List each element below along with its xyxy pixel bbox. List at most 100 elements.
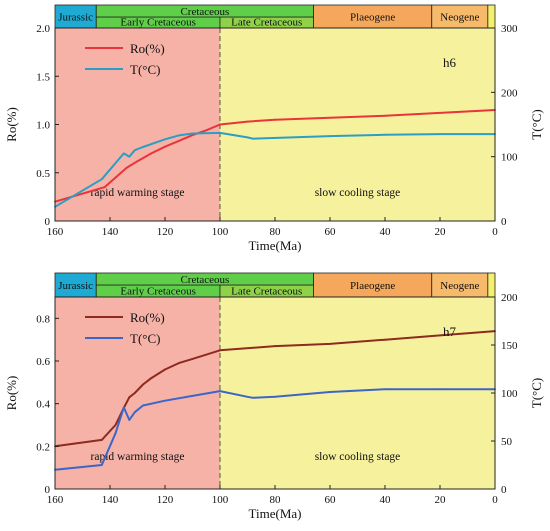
- chart-panel-h7: Jurassic Early Cretaceous Late Cretaceous P…: [4, 272, 544, 521]
- data-point: [114, 424, 117, 426]
- data-point: [274, 345, 276, 347]
- data-point: [329, 135, 331, 137]
- x-axis-label: Time(Ma): [249, 238, 302, 253]
- panel-label: h7: [443, 324, 457, 339]
- x-tick-label: 100: [212, 494, 229, 506]
- y-left-tick-label: 0.4: [36, 399, 50, 411]
- data-point: [177, 362, 180, 365]
- x-tick-label: 60: [325, 226, 337, 238]
- data-point: [384, 133, 386, 136]
- data-point: [177, 140, 180, 142]
- x-tick-label: 20: [435, 494, 447, 506]
- data-point: [384, 114, 386, 117]
- data-point: [164, 368, 166, 371]
- period-label: Late Cretaceous: [231, 286, 302, 298]
- y-left-tick-label: 0.2: [36, 441, 50, 453]
- y-right-tick-label: 200: [501, 87, 518, 99]
- data-point: [439, 388, 441, 391]
- y-left-tick-label: 1.5: [36, 71, 50, 83]
- y-right-axis-label: T(°C): [529, 109, 544, 139]
- data-point: [128, 396, 131, 399]
- data-point: [177, 134, 180, 137]
- data-point: [100, 178, 103, 181]
- data-point: [219, 131, 221, 134]
- period-box: [54, 272, 97, 298]
- data-point: [103, 186, 106, 189]
- data-point: [439, 133, 441, 136]
- data-point: [150, 377, 153, 379]
- data-point: [329, 343, 331, 345]
- data-point: [219, 123, 221, 126]
- period-label: Jurassic: [58, 12, 93, 24]
- data-point: [164, 399, 166, 402]
- data-point: [439, 112, 441, 114]
- period-box: [487, 4, 496, 29]
- data-point: [252, 396, 254, 399]
- data-point: [122, 152, 125, 155]
- stage-region: [220, 28, 495, 221]
- stage-label: slow cooling stage: [315, 187, 401, 199]
- data-point: [114, 176, 117, 179]
- period-label: Plaeogene: [350, 12, 395, 24]
- data-point: [128, 418, 131, 421]
- x-tick-label: 120: [157, 226, 174, 238]
- data-point: [329, 116, 331, 119]
- period-box: [487, 272, 496, 298]
- x-tick-label: 20: [435, 226, 447, 238]
- data-point: [274, 118, 276, 121]
- data-point: [191, 132, 194, 135]
- panel-label: h6: [443, 55, 457, 70]
- data-point: [219, 349, 221, 352]
- data-point: [219, 390, 221, 392]
- y-left-tick-label: 0.8: [36, 313, 50, 325]
- y-right-tick-label: 100: [501, 152, 518, 164]
- stage-label: rapid warming stage: [91, 187, 185, 199]
- x-axis-label: Time(Ma): [249, 506, 302, 521]
- period-label: Early Cretaceous: [120, 286, 195, 298]
- data-point: [329, 391, 331, 393]
- legend-label: Ro(%): [130, 41, 165, 56]
- data-point: [191, 394, 194, 397]
- data-point: [133, 149, 136, 152]
- y-left-tick-label: 2.0: [36, 23, 50, 35]
- y-left-tick-label: 0.5: [36, 168, 50, 180]
- stage-label: slow cooling stage: [315, 451, 401, 463]
- y-right-tick-label: 0: [501, 484, 507, 496]
- era-box: [95, 272, 314, 286]
- data-point: [274, 395, 276, 398]
- period-label: Neogene: [440, 12, 479, 24]
- y-left-tick-label: 0: [45, 216, 51, 228]
- y-right-tick-label: 50: [501, 436, 513, 448]
- y-left-axis-label: Ro(%): [4, 107, 19, 142]
- y-right-tick-label: 300: [501, 23, 518, 35]
- legend-label: T(°C): [130, 62, 160, 77]
- x-tick-label: 160: [47, 226, 64, 238]
- period-label: Jurassic: [58, 280, 93, 292]
- x-tick-label: 80: [270, 494, 282, 506]
- x-tick-label: 0: [492, 494, 498, 506]
- data-point: [142, 404, 144, 407]
- x-tick-label: 60: [325, 494, 337, 506]
- data-point: [133, 411, 136, 414]
- period-box: [431, 272, 489, 298]
- x-tick-label: 80: [270, 226, 282, 238]
- y-left-tick-label: 0: [45, 484, 51, 496]
- x-tick-label: 40: [380, 494, 392, 506]
- data-point: [114, 432, 117, 435]
- data-point: [133, 392, 136, 394]
- data-point: [125, 167, 128, 169]
- legend-label: Ro(%): [130, 310, 165, 325]
- data-point: [122, 406, 125, 409]
- data-point: [384, 338, 386, 341]
- chart-panel-h6: Jurassic Early Cretaceous Late Cretaceous P…: [4, 4, 544, 253]
- data-point: [205, 129, 208, 132]
- period-label: Early Cretaceous: [120, 17, 195, 29]
- y-left-tick-label: 0.6: [36, 356, 50, 368]
- data-point: [252, 137, 254, 140]
- era-label: Cretaceous: [180, 6, 229, 18]
- x-tick-label: 160: [47, 494, 64, 506]
- x-tick-label: 120: [157, 494, 174, 506]
- y-left-axis-label: Ro(%): [4, 376, 19, 411]
